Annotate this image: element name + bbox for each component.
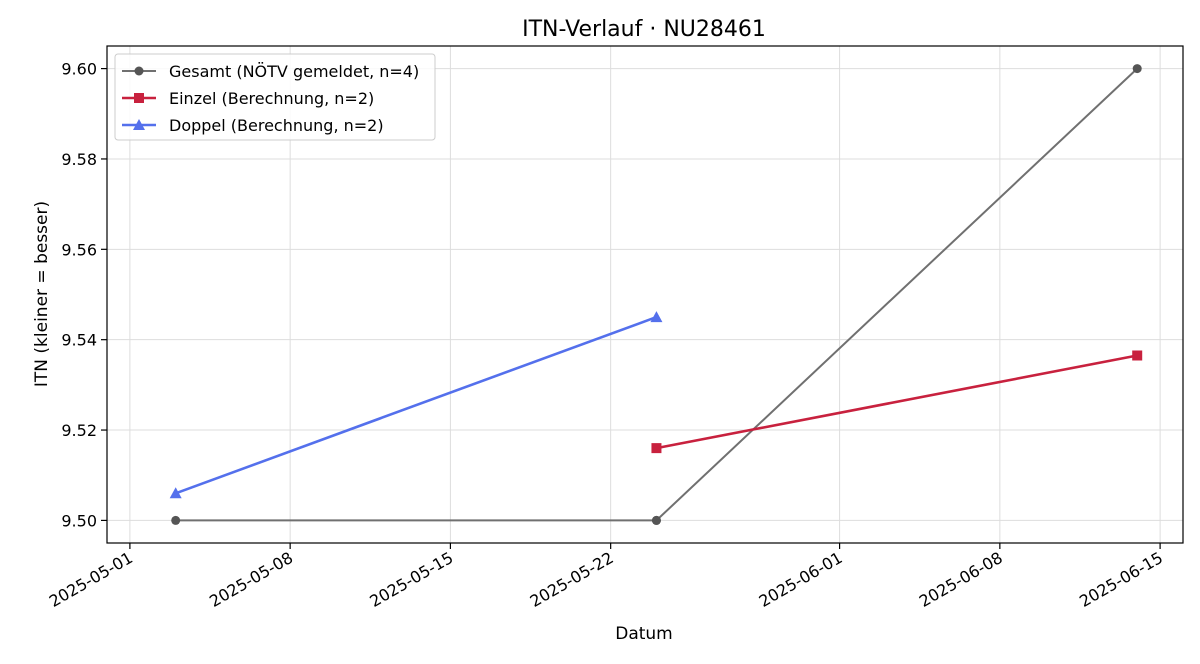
y-tick-label: 9.58 (61, 150, 97, 169)
series-layer (169, 64, 1143, 525)
data-point (171, 515, 181, 525)
data-point (651, 443, 662, 454)
legend-marker (133, 119, 145, 130)
x-tick-label: 2025-05-08 (206, 548, 296, 611)
y-axis: 9.50 9.52 9.54 9.56 9.58 9.60 (61, 60, 107, 530)
series-circle (171, 64, 1142, 525)
x-tick-label: 2025-06-15 (1076, 548, 1166, 611)
x-tick-label: 2025-06-08 (916, 548, 1006, 611)
legend-marker (134, 93, 144, 103)
series-line (656, 354, 1138, 450)
y-tick-label: 9.56 (61, 240, 97, 259)
grid-lines (107, 46, 1183, 543)
plot-frame (106, 45, 1184, 544)
data-point (1132, 350, 1143, 361)
legend-label: Einzel (Berechnung, n=2) (169, 89, 374, 108)
data-point (169, 487, 182, 499)
series-triangle (169, 311, 663, 499)
x-tick-label: 2025-05-15 (366, 548, 456, 611)
legend-label: Doppel (Berechnung, n=2) (169, 116, 384, 135)
y-tick-label: 9.60 (61, 60, 97, 79)
y-tick-label: 9.54 (61, 331, 97, 350)
legend-label: Gesamt (NÖTV gemeldet, n=4) (169, 62, 419, 81)
data-point (650, 311, 663, 323)
x-tick-label: 2025-05-01 (46, 548, 136, 611)
x-tick-label: 2025-06-01 (756, 548, 846, 611)
series-square (651, 350, 1143, 454)
legend-marker (134, 66, 144, 76)
chart-title: ITN-Verlauf · NU28461 (522, 17, 766, 42)
y-tick-label: 9.52 (61, 421, 97, 440)
legend-box (114, 53, 436, 141)
x-axis: 2025-05-01 2025-05-08 2025-05-15 2025-05-22… (46, 543, 1166, 611)
x-axis-label: Datum (615, 624, 673, 644)
legend-item: Gesamt (NÖTV gemeldet, n=4) (122, 62, 419, 81)
x-tick-label: 2025-05-22 (527, 548, 617, 611)
series-line (175, 315, 657, 495)
legend-item: Einzel (Berechnung, n=2) (122, 89, 374, 108)
legend: Gesamt (NÖTV gemeldet, n=4) Einzel (Berec… (114, 53, 436, 141)
y-tick-label: 9.50 (61, 511, 97, 530)
data-point (1132, 64, 1142, 74)
y-axis-label: ITN (kleiner = besser) (32, 201, 52, 387)
legend-item: Doppel (Berechnung, n=2) (122, 116, 384, 135)
data-point (651, 515, 661, 525)
